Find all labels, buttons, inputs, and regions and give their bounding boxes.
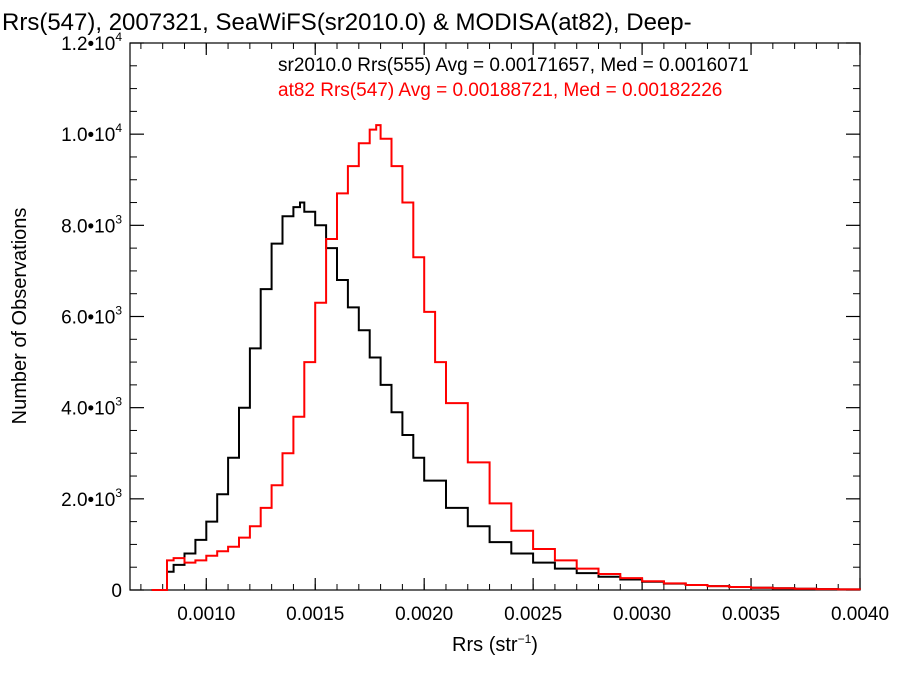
- y-tick-label: 0: [111, 581, 122, 602]
- y-tick-label: 8.0•103: [61, 212, 122, 237]
- plot-frame: [129, 42, 861, 591]
- series-line-at82: [151, 124, 861, 591]
- legend-entry-at82: at82 Rrs(547) Avg = 0.00188721, Med = 0.…: [278, 80, 722, 101]
- y-tick-label: 1.0•104: [61, 121, 122, 146]
- chart-title: Rrs(547), 2007321, SeaWiFS(sr2010.0) & M…: [2, 9, 692, 36]
- y-tick-label: 1.2•104: [61, 30, 122, 55]
- y-tick-label: 6.0•103: [61, 304, 122, 329]
- x-tick-label: 0.0015: [286, 604, 344, 625]
- y-tick-label: 2.0•103: [61, 486, 122, 511]
- x-tick-label: 0.0030: [613, 604, 671, 625]
- y-tick-label: 4.0•103: [61, 395, 122, 420]
- series-lines: [151, 124, 861, 591]
- x-axis-ticks: 0.0010 0.0015 0.0020 0.0025 0.0030 0.0035 0.00…: [140, 43, 889, 625]
- legend-entry-sr2010: sr2010.0 Rrs(555) Avg = 0.00171657, Med …: [278, 55, 749, 76]
- y-axis-label: Number of Observations: [9, 208, 31, 425]
- x-tick-label: 0.0035: [722, 604, 780, 625]
- x-tick-label: 0.0025: [504, 604, 562, 625]
- x-tick-label: 0.0010: [177, 604, 235, 625]
- x-tick-label: 0.0040: [831, 604, 889, 625]
- x-tick-label: 0.0020: [395, 604, 453, 625]
- x-axis-label: Rrs (str−1): [452, 632, 538, 656]
- y-axis-ticks: 0 2.0•103 4.0•103 6.0•103 8.0•103 1.0•104 1.2•…: [61, 30, 860, 602]
- series-line-sr2010: [151, 201, 861, 591]
